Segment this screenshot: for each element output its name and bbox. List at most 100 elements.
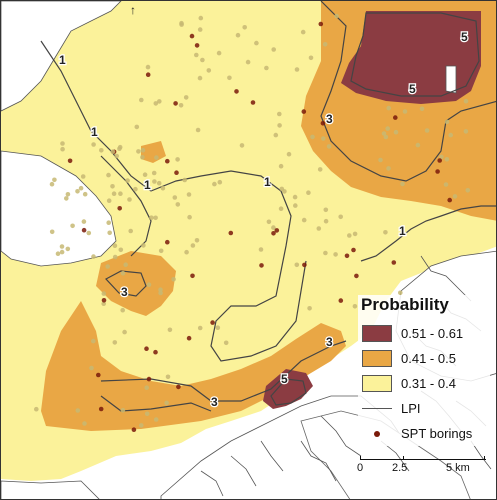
spt-boring-dot	[277, 123, 282, 128]
spt-boring-dot	[210, 320, 215, 325]
spt-boring-dot	[78, 185, 84, 191]
probability-zone-mid-s	[41, 301, 346, 431]
spt-boring-dot	[149, 215, 154, 220]
spt-boring-dot	[106, 220, 111, 225]
contour-1-north	[40, 40, 307, 362]
water-sw-corner	[1, 480, 100, 499]
legend-row-mid: 0.41 - 0.5	[358, 346, 490, 371]
spt-boring-dot	[60, 141, 65, 146]
spt-boring-dot	[189, 33, 195, 39]
spt-boring-dot	[452, 194, 458, 199]
spt-boring-dot	[118, 191, 123, 196]
spt-boring-dot	[105, 264, 110, 269]
spt-boring-dot	[98, 406, 104, 412]
spt-boring-dot	[122, 329, 127, 335]
spt-boring-dot	[190, 243, 196, 248]
legend-label-low: 0.31 - 0.4	[401, 376, 456, 391]
spt-dot-symbol	[374, 430, 380, 437]
spt-boring-dot	[197, 75, 203, 81]
spt-boring-dot	[271, 225, 276, 230]
spt-boring-dot	[443, 182, 449, 187]
spt-boring-dot	[227, 75, 232, 81]
spt-boring-dot	[228, 230, 234, 236]
spt-boring-dot	[64, 196, 69, 201]
spt-boring-dot	[310, 134, 315, 140]
spt-boring-dot	[101, 301, 106, 307]
spt-boring-dot	[67, 158, 73, 164]
spt-boring-dot	[96, 372, 101, 378]
spt-boring-dot	[65, 192, 71, 197]
scale-label-1: 2.5	[392, 462, 408, 474]
legend-row-low: 0.31 - 0.4	[358, 371, 490, 396]
contour-label: 3	[121, 285, 128, 299]
spt-boring-dot	[59, 249, 65, 255]
spt-boring-dot	[80, 174, 86, 179]
contour-label: 5	[281, 372, 288, 386]
spt-boring-dot	[194, 238, 200, 243]
spt-boring-dot	[463, 129, 469, 134]
spt-boring-dot	[165, 374, 171, 380]
spt-boring-dot	[133, 186, 138, 192]
spt-boring-dot	[448, 132, 454, 138]
spt-boring-dot	[317, 167, 323, 172]
spt-boring-dot	[128, 228, 133, 234]
spt-boring-dot	[321, 136, 326, 141]
spt-boring-dot	[178, 103, 184, 108]
spt-boring-dot	[125, 178, 130, 183]
spt-boring-dot	[183, 95, 189, 100]
spt-boring-dot	[70, 223, 75, 229]
spt-boring-dot	[447, 197, 453, 203]
spt-boring-dot	[352, 304, 358, 309]
spt-boring-dot	[301, 217, 307, 223]
contour-labels: 1 1 1 1 1 3 3 3 3 5 5 5	[58, 29, 470, 411]
spt-boring-dot	[176, 384, 181, 390]
spt-boring-dot	[160, 185, 166, 191]
spt-boring-dot	[52, 177, 57, 183]
spt-boring-dot	[308, 55, 314, 61]
spt-boring-dot	[117, 146, 122, 151]
spt-boring-dot	[112, 340, 118, 345]
contour-label: 1	[264, 175, 271, 189]
spt-boring-dot	[123, 262, 128, 268]
spt-boring-dot	[393, 129, 399, 135]
spt-boring-dot	[223, 340, 229, 346]
spt-boring-dot	[151, 170, 157, 176]
spt-boring-dot	[383, 134, 389, 140]
spt-boring-dot	[89, 365, 94, 371]
contour-1-west	[100, 155, 152, 257]
spt-boring-dot	[140, 155, 145, 160]
spt-boring-dot	[175, 202, 181, 207]
contour-label: 1	[144, 178, 151, 192]
spt-boring-dot	[158, 287, 163, 293]
spt-boring-dot	[144, 385, 149, 391]
contour-3-s2	[100, 395, 212, 412]
legend-label-spt: SPT borings	[401, 426, 473, 441]
spt-boring-dot	[91, 338, 96, 344]
spt-boring-dot	[190, 273, 195, 279]
spt-boring-dot	[75, 408, 81, 413]
contour-5-ne	[350, 12, 480, 97]
spt-boring-dot	[301, 109, 307, 114]
spt-boring-dot	[186, 192, 192, 197]
spt-boring-dot	[154, 155, 159, 160]
spt-boring-dot	[273, 132, 279, 138]
spt-boring-dot	[215, 325, 221, 331]
spt-boring-dot	[146, 282, 152, 288]
spt-boring-dot	[437, 158, 443, 163]
spt-boring-dot	[378, 157, 383, 163]
contour-label: 1	[399, 224, 406, 238]
spt-boring-dot	[235, 32, 241, 38]
water-west-bay	[1, 1, 122, 112]
spt-boring-dot	[217, 179, 223, 185]
spt-boring-dot	[381, 131, 387, 136]
contour-label: 1	[59, 53, 66, 67]
scale-tick-2	[484, 456, 485, 460]
spt-boring-dot	[146, 376, 152, 382]
spt-boring-dot	[402, 109, 408, 114]
probability-zone-mid-w	[96, 251, 176, 316]
contour-label: 3	[211, 395, 218, 409]
contour-5-s	[270, 378, 307, 406]
contour-label: 3	[326, 335, 333, 349]
contour-label: 5	[461, 30, 468, 44]
